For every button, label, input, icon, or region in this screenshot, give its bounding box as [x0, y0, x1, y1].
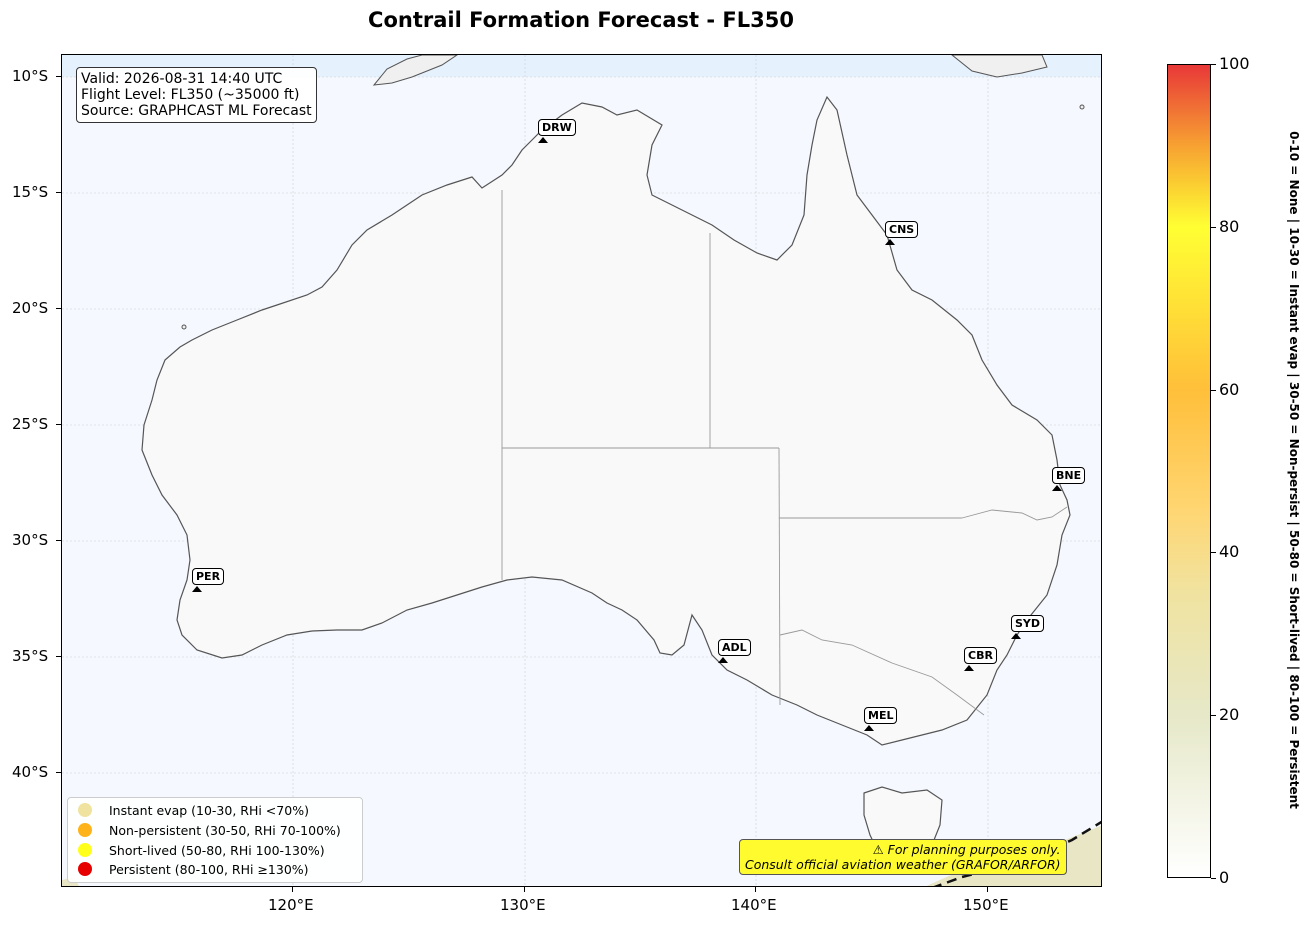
disclaimer-box: ⚠ For planning purposes only. Consult of…: [739, 839, 1067, 875]
info-box: Valid: 2026-08-31 14:40 UTC Flight Level…: [76, 67, 317, 123]
colorbar-tick-label: 0: [1219, 868, 1230, 887]
lat-tick-mark: [56, 424, 61, 425]
city-marker[interactable]: [538, 137, 548, 143]
lat-tick-label: 25°S: [12, 415, 49, 433]
colorbar-tick-mark: [1211, 64, 1216, 65]
colorbar-tick-label: 60: [1219, 379, 1240, 399]
colorbar-tick-mark: [1211, 878, 1216, 879]
city-marker[interactable]: [192, 586, 202, 592]
city-label: ADL: [718, 639, 751, 656]
png-island: [372, 55, 458, 86]
lat-tick-label: 40°S: [12, 763, 49, 781]
legend-label: Instant evap (10-30, RHi <70%): [109, 802, 309, 818]
north-band: [62, 55, 1101, 77]
lat-tick-label: 15°S: [12, 183, 49, 201]
legend-label: Persistent (80-100, RHi ≥130%): [109, 861, 309, 877]
flight-level: Flight Level: FL350 (~35000 ft): [81, 87, 300, 103]
lat-tick-mark: [56, 656, 61, 657]
city-label: BNE: [1052, 467, 1086, 484]
city-marker[interactable]: [964, 665, 974, 671]
lon-tick-mark: [755, 887, 756, 892]
lon-tick-mark: [987, 887, 988, 892]
valid-time: Valid: 2026-08-31 14:40 UTC: [81, 71, 283, 87]
lat-tick-label: 35°S: [12, 647, 49, 665]
legend-label: Non-persistent (30-50, RHi 70-100%): [109, 822, 341, 838]
lat-tick-mark: [56, 772, 61, 773]
city-marker[interactable]: [1011, 633, 1021, 639]
colorbar-tick-label: 100: [1219, 54, 1250, 73]
colorbar-tick-label: 80: [1219, 216, 1240, 236]
lon-tick-label: 120°E: [268, 896, 314, 914]
colorbar-caption: 0-10 = None | 10-30 = Instant evap | 30-…: [1287, 70, 1301, 870]
lat-tick-label: 20°S: [12, 299, 49, 317]
legend-label: Short-lived (50-80, RHi 100-130%): [109, 842, 325, 858]
map-area[interactable]: DRW CNS BNE PER ADL SYD CBR MEL: [61, 54, 1102, 887]
map-canvas: [62, 55, 1101, 886]
legend-dot: [78, 862, 92, 876]
city-marker[interactable]: [864, 725, 874, 731]
colorbar-tick-mark: [1211, 715, 1216, 717]
legend: Instant evap (10-30, RHi <70%) Non-persi…: [67, 797, 363, 883]
state-borders: [501, 190, 1068, 716]
city-label: CBR: [964, 647, 997, 664]
legend-item: Short-lived (50-80, RHi 100-130%): [78, 841, 325, 859]
legend-dot: [78, 843, 92, 857]
legend-dot: [78, 823, 92, 837]
colorbar-tick-mark: [1211, 552, 1216, 554]
city-label: MEL: [864, 707, 898, 724]
map-title: Contrail Formation Forecast - FL350: [368, 8, 794, 32]
colorbar: [1167, 64, 1211, 878]
lon-tick-mark: [292, 887, 293, 892]
island: [181, 324, 187, 330]
colorbar-tick-mark: [1211, 389, 1216, 391]
png-island: [951, 55, 1048, 78]
lon-tick-mark: [524, 887, 525, 892]
lat-tick-label: 30°S: [12, 531, 49, 549]
city-label: SYD: [1011, 615, 1045, 632]
city-label: DRW: [538, 119, 576, 136]
lat-tick-label: 10°S: [12, 67, 49, 85]
legend-dot: [78, 803, 92, 817]
legend-item: Persistent (80-100, RHi ≥130%): [78, 860, 309, 878]
lon-tick-label: 130°E: [500, 896, 546, 914]
lat-tick-mark: [56, 76, 61, 77]
australia-mainland: [141, 95, 1071, 746]
lon-tick-label: 140°E: [731, 896, 777, 914]
legend-item: Instant evap (10-30, RHi <70%): [78, 801, 309, 819]
colorbar-tick-label: 20: [1219, 705, 1240, 725]
city-marker[interactable]: [718, 657, 728, 663]
colorbar-tick-label: 40: [1219, 542, 1240, 562]
lon-tick-label: 150°E: [963, 896, 1009, 914]
colorbar-caption-text: 0-10 = None | 10-30 = Instant evap | 30-…: [1287, 131, 1301, 809]
lat-tick-mark: [56, 308, 61, 309]
city-label: CNS: [885, 221, 919, 238]
island: [1079, 104, 1085, 110]
disclaimer-line: Consult official aviation weather (GRAFO…: [745, 857, 1061, 872]
city-marker[interactable]: [1052, 485, 1062, 491]
disclaimer-line: ⚠ For planning purposes only.: [872, 842, 1061, 857]
city-label: PER: [192, 568, 225, 585]
city-marker[interactable]: [885, 239, 895, 245]
lat-tick-mark: [56, 540, 61, 541]
legend-item: Non-persistent (30-50, RHi 70-100%): [78, 821, 341, 839]
lat-tick-mark: [56, 192, 61, 193]
colorbar-tick-mark: [1211, 226, 1216, 228]
data-source: Source: GRAPHCAST ML Forecast: [81, 103, 312, 119]
